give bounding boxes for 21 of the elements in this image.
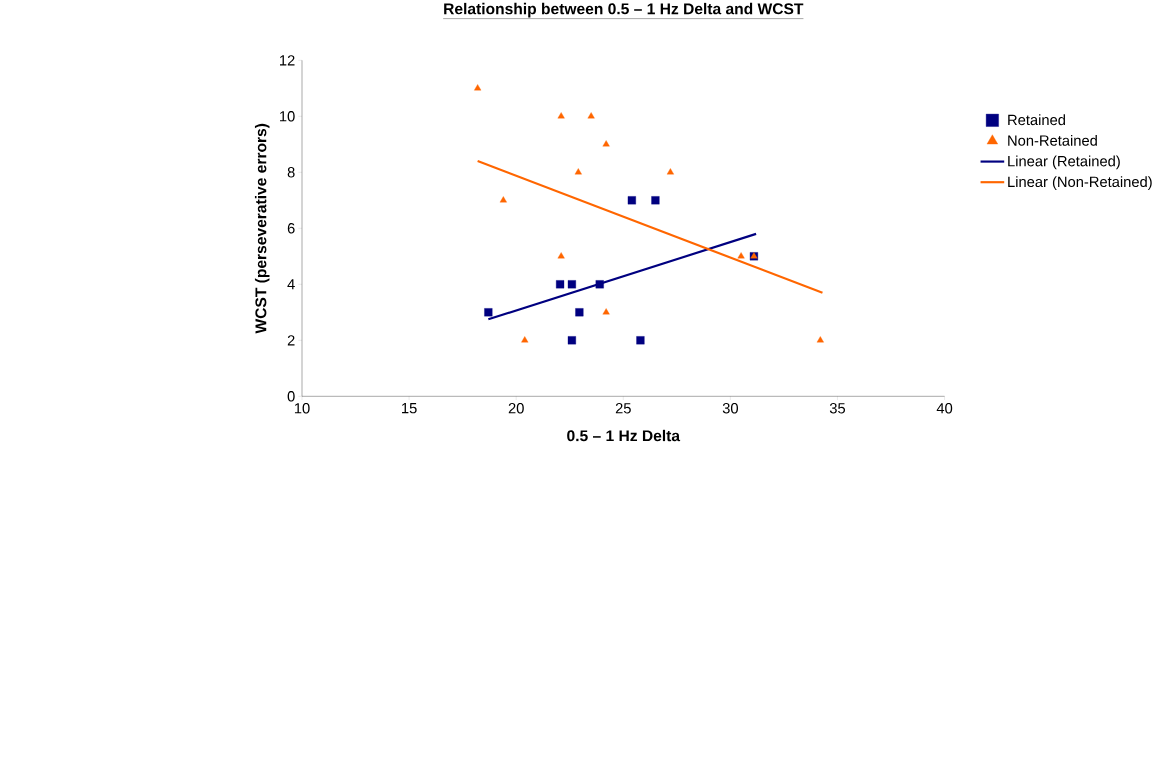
y-tick-label: 8 xyxy=(287,167,295,178)
legend-label: Linear (Non-Retained) xyxy=(1008,176,1152,191)
legend-label: Retained xyxy=(1008,114,1065,126)
x-tick-label: 15 xyxy=(402,403,417,414)
legend-label: Non-Retained xyxy=(1008,135,1097,147)
legend-label: Linear (Retained) xyxy=(1008,155,1120,170)
x-axis-title: 0.5 – 1 Hz Delta xyxy=(567,430,681,442)
y-tick-label: 2 xyxy=(287,335,295,346)
y-tick-label: 6 xyxy=(287,223,295,234)
x-tick-label: 10 xyxy=(294,403,310,414)
x-tick-label: 40 xyxy=(936,403,953,414)
chart-title: Relationship between 0.5 – 1 Hz Delta and WCST xyxy=(444,3,804,18)
y-tick-label: 0 xyxy=(287,391,295,402)
y-tick-label: 12 xyxy=(280,55,295,66)
x-tick-label: 25 xyxy=(615,403,631,414)
y-tick-label: 10 xyxy=(280,111,295,122)
y-axis-title: WCST (perseverative errors) xyxy=(254,124,270,334)
x-tick-label: 35 xyxy=(829,403,846,414)
x-tick-label: 30 xyxy=(722,403,738,414)
x-tick-label: 20 xyxy=(508,403,524,414)
y-tick-label: 4 xyxy=(287,279,295,290)
